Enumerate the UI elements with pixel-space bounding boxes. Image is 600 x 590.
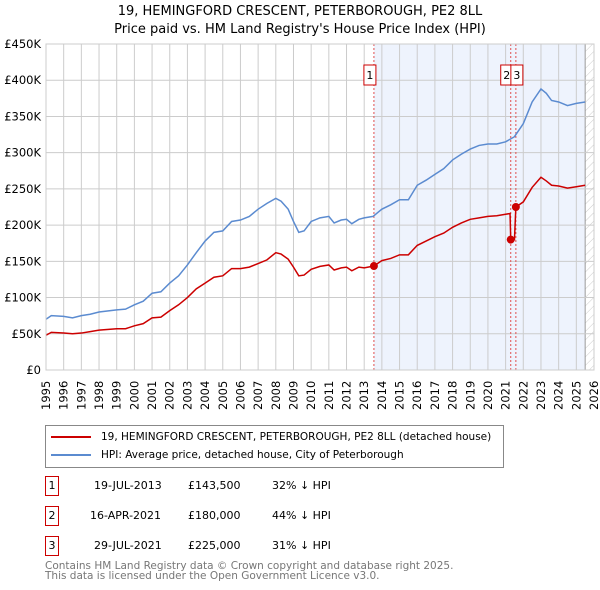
x-tick-label: 2001 <box>145 381 159 410</box>
x-tick-label: 2011 <box>322 381 336 410</box>
y-tick-label: £250K <box>4 182 41 196</box>
x-tick-label: 2016 <box>410 381 424 410</box>
x-tick-label: 1999 <box>110 381 124 410</box>
legend-swatch-red <box>51 436 91 438</box>
x-tick-label: 1996 <box>57 381 71 410</box>
sale-point <box>506 235 515 244</box>
legend-label: HPI: Average price, detached house, City… <box>101 449 404 461</box>
sale-date: 16-APR-2021 <box>90 509 162 522</box>
x-tick-label: 1998 <box>92 381 106 410</box>
x-tick-label: 2010 <box>304 381 318 410</box>
x-tick-label: 2018 <box>446 381 460 410</box>
x-tick-label: 2024 <box>552 381 566 410</box>
sale-hpi: 32% ↓ HPI <box>272 479 331 492</box>
sale-point <box>369 262 378 271</box>
sale-label-box <box>363 64 377 86</box>
sale-date: 29-JUL-2021 <box>94 539 162 552</box>
y-tick-label: £100K <box>4 291 41 305</box>
x-tick-label: 2015 <box>393 381 407 410</box>
legend-swatch-blue <box>51 454 91 456</box>
y-tick-label: £50K <box>12 327 42 341</box>
x-tick-label: 2026 <box>587 381 600 410</box>
legend: 19, HEMINGFORD CRESCENT, PETERBOROUGH, P… <box>45 425 504 468</box>
x-tick-label: 2004 <box>198 381 212 410</box>
plot-frame <box>45 43 595 371</box>
y-tick-label: £200K <box>4 218 41 232</box>
x-tick-label: 2002 <box>163 381 177 410</box>
sale-hpi: 31% ↓ HPI <box>272 539 331 552</box>
x-tick-label: 1995 <box>39 381 53 410</box>
x-tick-label: 2000 <box>127 381 141 410</box>
chart-subtitle: Price paid vs. HM Land Registry's House … <box>114 22 486 37</box>
x-tick-label: 2013 <box>357 381 371 410</box>
x-tick-label: 2020 <box>481 381 495 410</box>
x-tick-label: 2012 <box>340 381 354 410</box>
footer-licence: This data is licensed under the Open Gov… <box>45 570 380 582</box>
y-tick-label: £400K <box>4 73 41 87</box>
sale-label: 1 <box>366 69 373 82</box>
y-tick-label: £350K <box>4 109 41 123</box>
x-tick-label: 2022 <box>516 381 530 410</box>
sale-label: 2 <box>503 69 510 82</box>
legend-item-hpi: HPI: Average price, detached house, City… <box>51 447 404 463</box>
y-tick-label: £300K <box>4 146 41 160</box>
sale-marker: 1 <box>45 476 59 496</box>
property-price-line <box>45 176 586 336</box>
hpi-line <box>45 87 586 320</box>
y-tick-label: £0 <box>26 363 41 377</box>
x-tick-label: 2017 <box>428 381 442 410</box>
footer-copyright: Contains HM Land Registry data © Crown c… <box>45 560 454 572</box>
sale-marker: 2 <box>45 506 59 526</box>
legend-item-property: 19, HEMINGFORD CRESCENT, PETERBOROUGH, P… <box>51 429 491 445</box>
sale-date: 19-JUL-2013 <box>94 479 162 492</box>
price-chart: 1995 1996 1997 1998 1999 2000 2001 2002 2003 2004… <box>4 37 600 410</box>
x-tick-label: 2003 <box>180 381 194 410</box>
x-tick-label: 2014 <box>375 381 389 410</box>
sale-hpi: 44% ↓ HPI <box>272 509 331 522</box>
sale-marker: 3 <box>45 536 59 556</box>
sale-price: £180,000 <box>188 509 241 522</box>
sale-point <box>511 203 520 211</box>
forecast-shade <box>373 44 586 370</box>
x-tick-label: 2019 <box>463 381 477 410</box>
x-tick-label: 2009 <box>286 381 300 410</box>
x-tick-label: 2025 <box>569 381 583 410</box>
x-tick-label: 2006 <box>233 381 247 410</box>
x-tick-label: 2021 <box>499 381 513 410</box>
x-tick-label: 2005 <box>216 381 230 410</box>
y-tick-label: £450K <box>4 37 41 51</box>
sale-label-box <box>510 64 524 86</box>
sale-label: 3 <box>513 69 520 82</box>
hatched-region <box>585 44 594 370</box>
sale-price: £225,000 <box>188 539 241 552</box>
x-tick-label: 2007 <box>251 381 265 410</box>
y-tick-label: £150K <box>4 254 41 268</box>
x-tick-label: 2008 <box>269 381 283 410</box>
x-tick-label: 1997 <box>74 381 88 410</box>
x-tick-label: 2023 <box>534 381 548 410</box>
sale-price: £143,500 <box>188 479 241 492</box>
legend-label: 19, HEMINGFORD CRESCENT, PETERBOROUGH, P… <box>101 431 492 443</box>
chart-title: 19, HEMINGFORD CRESCENT, PETERBOROUGH, P… <box>117 4 483 19</box>
